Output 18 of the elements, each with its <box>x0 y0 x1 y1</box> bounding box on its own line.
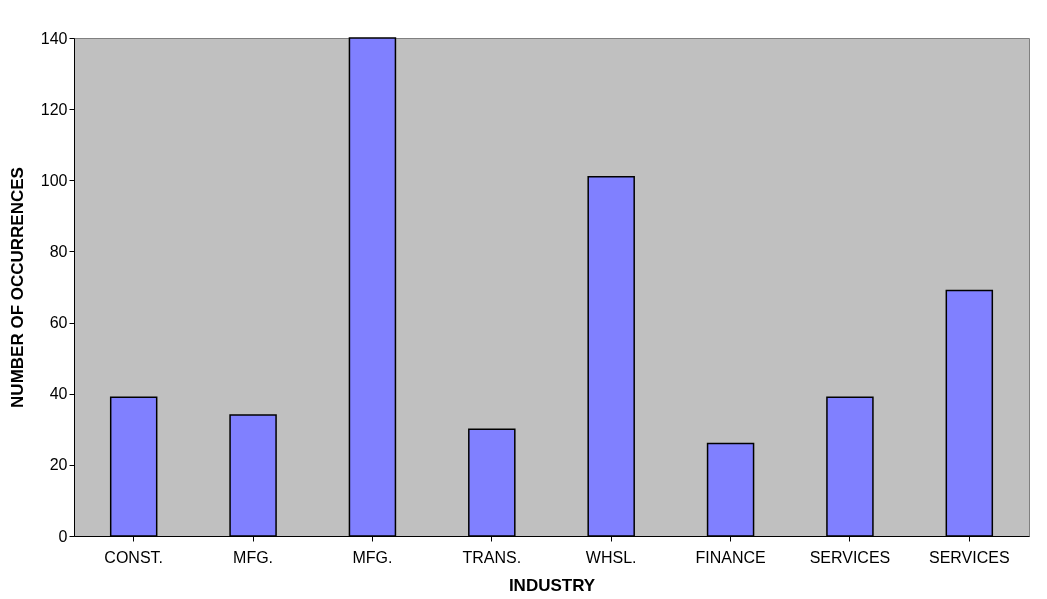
y-tick-label: 20 <box>49 456 68 474</box>
y-tick-label: 0 <box>58 527 68 545</box>
x-tick-label: FINANCE <box>695 548 766 566</box>
x-tick-label: SERVICES <box>809 548 891 566</box>
y-tick-label: 140 <box>40 29 68 47</box>
y-tick-label: 120 <box>40 100 68 118</box>
y-tick-label: 60 <box>49 314 68 332</box>
x-tick-label: WHSL. <box>585 548 637 566</box>
x-tick-label: TRANS. <box>462 548 522 566</box>
x-tick-label: MFG. <box>352 548 393 566</box>
x-tick-label: CONST. <box>104 548 164 566</box>
y-tick-label: 80 <box>49 242 68 260</box>
x-tick-label: SERVICES <box>929 548 1010 566</box>
y-axis-title: NUMBER OF OCCURRENCES <box>7 167 27 408</box>
y-tick-label: 100 <box>40 171 68 189</box>
y-tick-label: 40 <box>49 385 68 403</box>
x-tick-label: MFG. <box>233 548 274 566</box>
x-axis-title: INDUSTRY <box>508 575 596 595</box>
